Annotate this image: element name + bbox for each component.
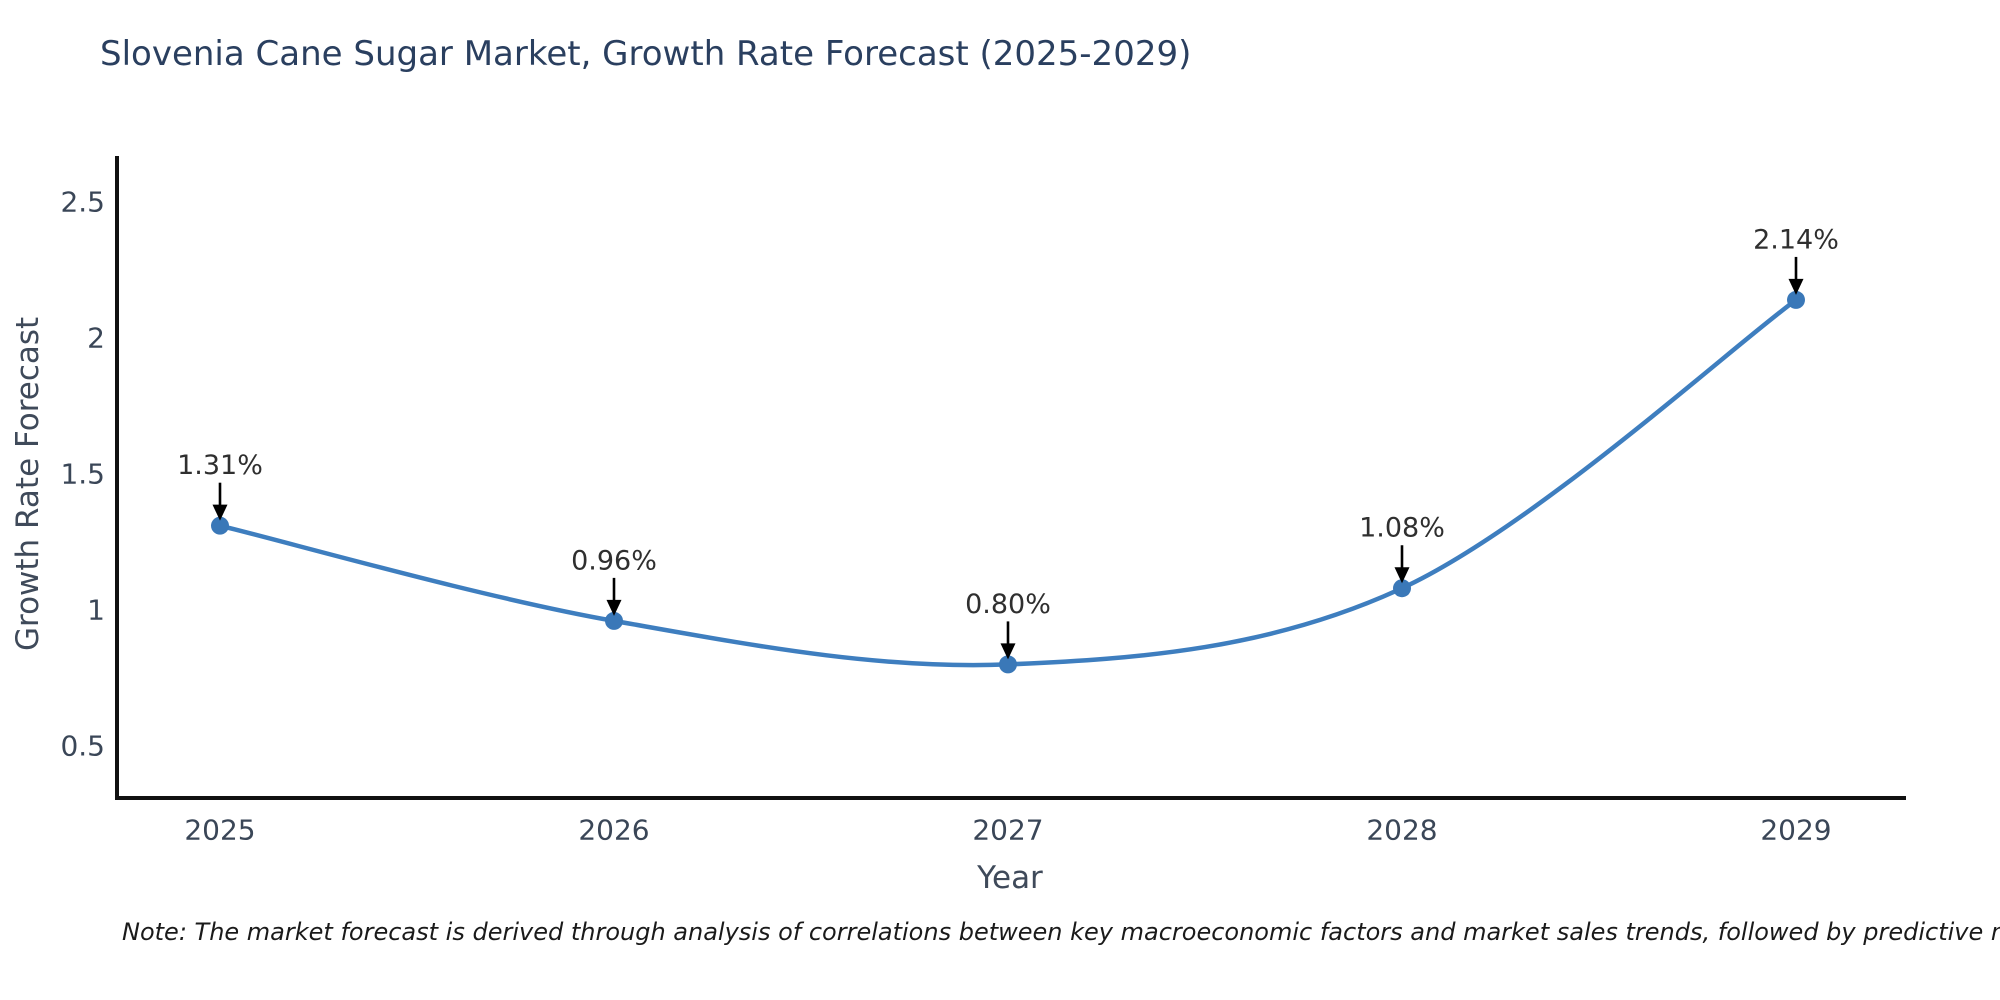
data-point-label: 1.08% [1359, 513, 1445, 544]
data-point-marker [605, 611, 623, 630]
chart-title: Slovenia Cane Sugar Market, Growth Rate … [100, 34, 1192, 74]
footnote: Note: The market forecast is derived thr… [122, 918, 2000, 946]
data-point-label: 1.31% [177, 450, 263, 481]
y-tick-label: 0.5 [60, 730, 105, 763]
x-tick-label: 2027 [972, 814, 1043, 847]
y-tick-label: 2 [87, 322, 105, 355]
y-tick-label: 1.5 [60, 458, 105, 491]
data-point-label: 0.80% [965, 589, 1051, 620]
data-point-marker [1787, 290, 1805, 309]
y-axis-title: Growth Rate Forecast [10, 316, 46, 651]
annotation-arrowhead [606, 599, 622, 616]
data-point-marker [1393, 579, 1411, 598]
annotation-arrowhead [1394, 567, 1410, 584]
annotation-arrowhead [1788, 278, 1804, 295]
data-point-label: 2.14% [1753, 224, 1839, 255]
x-tick-label: 2029 [1760, 814, 1831, 847]
annotation-arrowhead [1000, 643, 1016, 660]
x-tick-label: 2025 [184, 814, 255, 847]
data-point-label: 0.96% [571, 545, 657, 576]
y-tick-label: 2.5 [60, 186, 105, 219]
x-tick-label: 2026 [578, 814, 649, 847]
data-point-marker [211, 516, 229, 535]
data-point-marker [999, 655, 1017, 674]
forecast-line [217, 297, 1799, 668]
x-tick-label: 2028 [1366, 814, 1437, 847]
annotation-arrowhead [212, 504, 228, 521]
y-tick-label: 1 [87, 594, 105, 627]
x-axis-title: Year [977, 860, 1043, 896]
